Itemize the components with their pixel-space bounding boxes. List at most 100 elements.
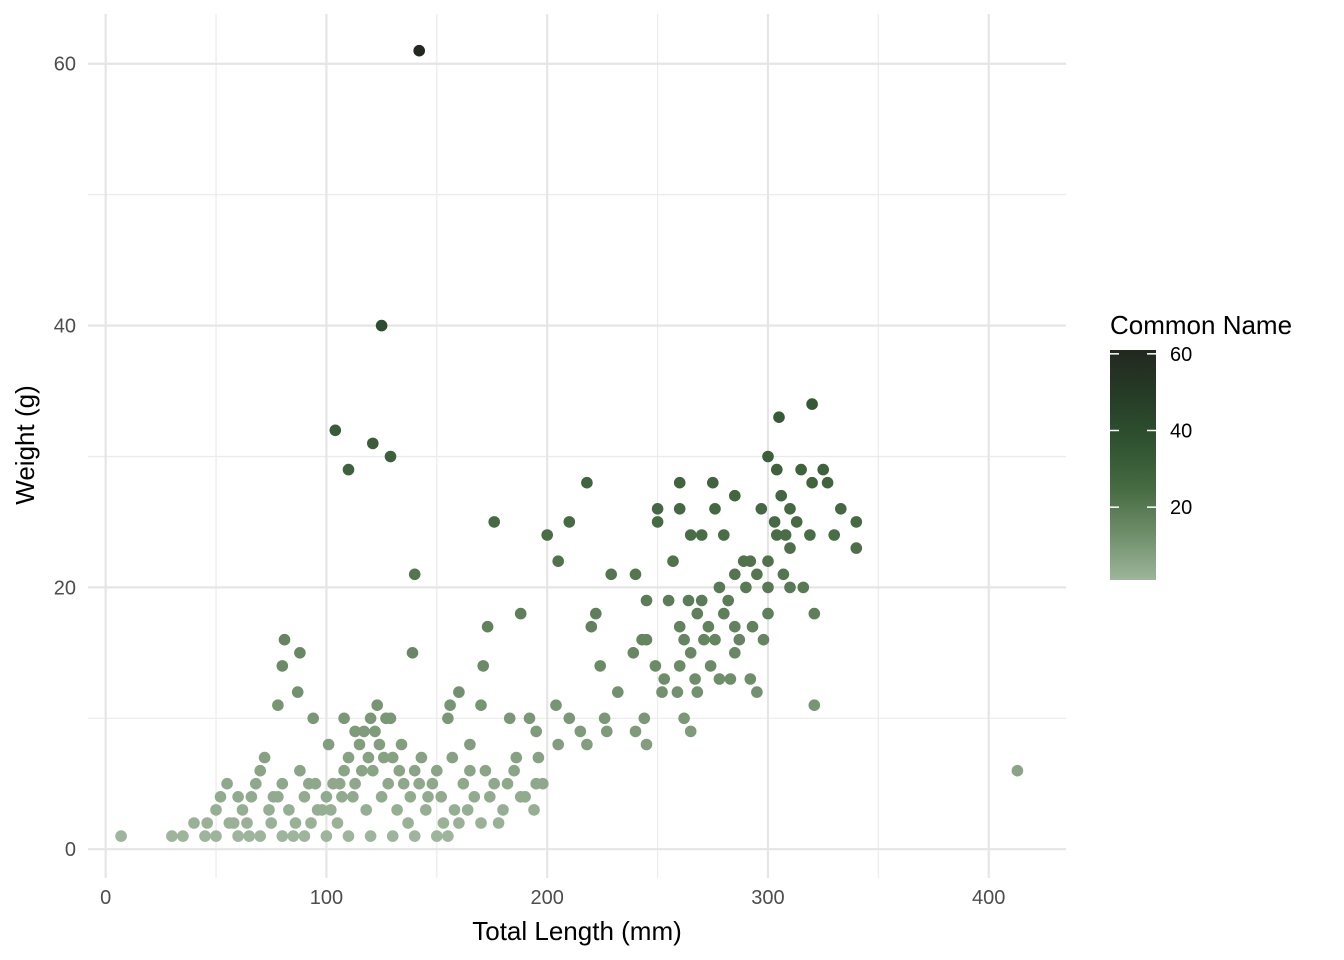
data-point xyxy=(662,594,675,607)
data-point xyxy=(581,738,593,751)
data-point xyxy=(713,581,726,594)
data-point xyxy=(777,568,790,581)
data-point xyxy=(431,830,443,842)
data-point xyxy=(426,777,439,790)
data-point xyxy=(771,463,783,476)
x-tick-labels: 0 100 200 300 400 xyxy=(100,887,1005,909)
data-point xyxy=(254,830,266,842)
data-point xyxy=(241,817,253,829)
data-point xyxy=(413,777,426,790)
data-point xyxy=(850,516,863,528)
data-point xyxy=(408,764,421,777)
data-point xyxy=(375,791,388,803)
data-point xyxy=(422,791,434,803)
colorbar-label: 20 xyxy=(1170,497,1192,519)
data-point xyxy=(689,673,701,685)
data-point xyxy=(821,476,834,489)
data-point xyxy=(605,568,617,581)
data-point xyxy=(349,725,361,738)
data-point xyxy=(492,817,505,829)
data-point xyxy=(1011,764,1024,777)
data-point xyxy=(364,712,377,725)
data-point xyxy=(305,817,317,829)
data-point xyxy=(311,804,324,816)
data-point xyxy=(358,725,370,738)
data-point xyxy=(541,529,553,541)
data-point xyxy=(722,594,734,607)
data-point xyxy=(751,686,763,698)
data-point xyxy=(590,607,602,620)
data-point xyxy=(698,633,710,646)
x-tick-label: 0 xyxy=(100,887,111,909)
data-point xyxy=(651,503,664,515)
data-point xyxy=(804,529,816,541)
data-point xyxy=(651,516,664,528)
data-point xyxy=(265,817,278,829)
colorbar-label: 40 xyxy=(1170,421,1192,443)
data-point xyxy=(488,777,501,790)
data-point xyxy=(808,607,821,620)
data-point xyxy=(718,607,730,620)
data-point xyxy=(667,555,679,567)
data-point xyxy=(431,764,443,777)
data-point xyxy=(762,555,774,567)
data-point xyxy=(537,777,549,790)
y-tick-label: 0 xyxy=(65,839,76,861)
data-point xyxy=(510,751,523,764)
data-point xyxy=(437,817,450,829)
data-point xyxy=(773,411,785,424)
data-point xyxy=(733,633,746,646)
data-point xyxy=(695,529,708,541)
x-tick-label: 300 xyxy=(751,887,784,909)
points-layer xyxy=(115,44,1024,842)
data-point xyxy=(768,516,781,528)
data-point xyxy=(629,725,642,738)
data-point xyxy=(691,686,704,698)
y-axis-title: Weight (g) xyxy=(10,385,40,504)
data-point xyxy=(550,699,562,711)
data-point xyxy=(757,633,770,646)
data-point xyxy=(484,791,496,803)
data-point xyxy=(278,633,291,646)
data-point xyxy=(724,673,737,685)
data-point xyxy=(640,594,653,607)
data-point xyxy=(201,817,213,829)
data-point xyxy=(115,830,127,842)
data-point xyxy=(709,633,721,646)
data-point xyxy=(342,751,355,764)
data-point xyxy=(762,581,774,594)
data-point xyxy=(612,686,624,698)
data-point xyxy=(210,804,222,816)
data-point xyxy=(552,555,564,567)
data-point xyxy=(684,647,697,659)
data-point xyxy=(464,738,476,751)
data-point xyxy=(746,620,759,633)
data-point xyxy=(245,791,258,803)
colorbar-ticks: 20 40 60 xyxy=(1110,344,1192,519)
data-point xyxy=(349,777,361,790)
data-point xyxy=(384,450,397,463)
data-point xyxy=(737,555,750,567)
data-point xyxy=(755,503,768,515)
data-point xyxy=(658,673,670,685)
data-point xyxy=(367,764,379,777)
data-point xyxy=(762,607,774,620)
data-point xyxy=(415,751,428,764)
data-point xyxy=(808,699,821,711)
data-point xyxy=(331,817,344,829)
data-point xyxy=(797,581,810,594)
data-point xyxy=(532,751,545,764)
data-point xyxy=(503,712,516,725)
data-point xyxy=(166,830,178,842)
data-point xyxy=(673,620,686,633)
data-point xyxy=(303,777,315,790)
data-point xyxy=(581,476,593,489)
data-point xyxy=(488,516,501,528)
data-point xyxy=(291,686,304,698)
data-point xyxy=(784,581,796,594)
data-point xyxy=(289,817,302,829)
data-point xyxy=(729,568,741,581)
data-point xyxy=(360,804,373,816)
data-point xyxy=(477,660,490,672)
